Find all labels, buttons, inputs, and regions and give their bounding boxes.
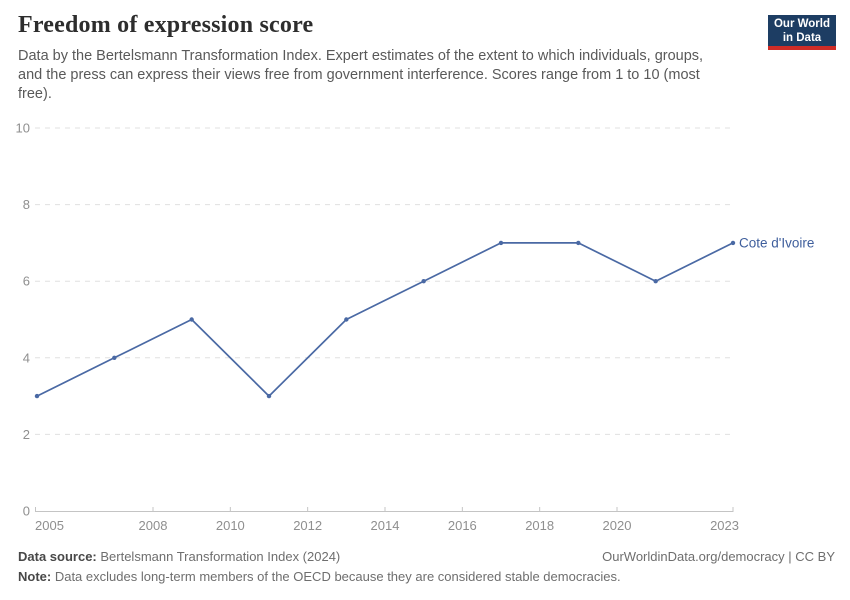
entity-label[interactable]: Cote d'Ivoire bbox=[739, 235, 814, 250]
data-point-2019[interactable] bbox=[576, 240, 581, 246]
data-point-2009[interactable] bbox=[189, 317, 194, 322]
owid-logo-line2: in Data bbox=[782, 31, 822, 44]
y-tick-label-4: 4 bbox=[23, 350, 30, 365]
data-point-2023[interactable] bbox=[730, 240, 736, 246]
owid-logo-line1: Our World bbox=[773, 18, 830, 30]
y-tick-label-2: 2 bbox=[23, 427, 30, 442]
note-line: Note: Data excludes long-term members of… bbox=[18, 567, 621, 587]
chart-header: Freedom of expression score Data by the … bbox=[18, 12, 763, 104]
data-point-2015[interactable] bbox=[421, 279, 426, 284]
line-chart-plot-area[interactable]: 0 2 4 6 8 10 2005 2008 2010 2012 2014 2016 2018 2020 2… bbox=[0, 0, 850, 545]
y-tick-label-6: 6 bbox=[23, 274, 30, 289]
data-point-2017[interactable] bbox=[498, 240, 504, 246]
data-point-2011[interactable] bbox=[266, 393, 272, 399]
x-tick-label-2018: 2018 bbox=[525, 518, 554, 533]
data-source-line: Data source: Bertelsmann Transformation … bbox=[18, 547, 340, 567]
data-source-label: Data source: bbox=[18, 549, 97, 564]
x-tick-label-2016: 2016 bbox=[448, 518, 477, 533]
x-tick-label-2008: 2008 bbox=[139, 518, 168, 533]
data-point-2005[interactable] bbox=[34, 393, 40, 399]
note-text: Data excludes long-term members of the O… bbox=[51, 569, 621, 584]
note-label: Note: bbox=[18, 569, 52, 584]
chart-title: Freedom of expression score bbox=[18, 12, 314, 38]
data-point-2007[interactable] bbox=[112, 355, 117, 360]
owid-url-link[interactable]: OurWorldinData.org/democracy | CC BY bbox=[602, 549, 835, 564]
x-tick-label-2014: 2014 bbox=[371, 518, 400, 533]
x-tick-label-2010: 2010 bbox=[216, 518, 245, 533]
x-tick-label-2005: 2005 bbox=[35, 518, 64, 533]
y-tick-label-0: 0 bbox=[23, 504, 30, 519]
owid-logo[interactable]: Our World in Data bbox=[768, 15, 836, 50]
data-point-2021[interactable] bbox=[653, 279, 658, 284]
x-tick-label-2020: 2020 bbox=[603, 518, 632, 533]
chart-subtitle: Data by the Bertelsmann Transformation I… bbox=[18, 48, 704, 102]
data-source-text: Bertelsmann Transformation Index (2024) bbox=[96, 549, 341, 564]
y-tick-label-8: 8 bbox=[23, 197, 30, 212]
data-point-2013[interactable] bbox=[344, 317, 349, 322]
series-line[interactable] bbox=[36, 242, 734, 397]
x-tick-label-2012: 2012 bbox=[293, 518, 322, 533]
chart-footer: Data source: Bertelsmann Transformation … bbox=[18, 547, 835, 587]
y-tick-label-10: 10 bbox=[16, 121, 30, 136]
x-tick-label-2023: 2023 bbox=[710, 518, 739, 533]
